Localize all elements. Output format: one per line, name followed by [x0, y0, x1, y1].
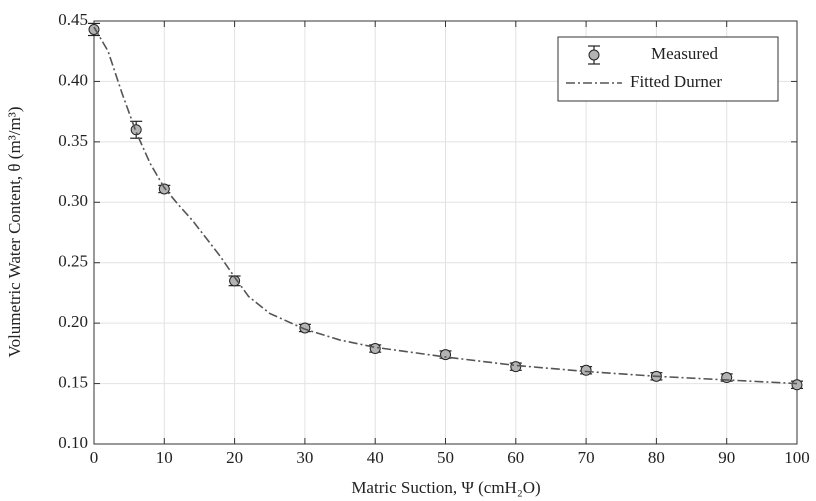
y-tick-label: 0.25: [58, 252, 88, 271]
data-point: [791, 379, 803, 391]
y-tick-label: 0.40: [58, 70, 88, 89]
x-tick-label: 10: [156, 448, 173, 467]
x-tick-label: 50: [437, 448, 454, 467]
y-tick-label: 0.30: [58, 191, 88, 210]
plot-frame: [93, 20, 798, 445]
data-point: [580, 364, 592, 376]
x-tick-label: 60: [507, 448, 524, 467]
y-tick-label: 0.10: [58, 433, 88, 452]
x-tick-label: 80: [648, 448, 665, 467]
data-point: [510, 361, 522, 373]
x-tick-label: 20: [226, 448, 243, 467]
x-tick-label: 100: [784, 448, 810, 467]
y-tick-label: 0.35: [58, 131, 88, 150]
x-tick-label: 90: [718, 448, 735, 467]
fitted-line: [93, 26, 798, 385]
legend-label: Measured: [651, 44, 719, 63]
x-tick-label: 40: [367, 448, 384, 467]
x-tick-label: 30: [296, 448, 313, 467]
y-tick-label: 0.45: [58, 10, 88, 29]
data-point: [721, 372, 733, 384]
y-tick-label: 0.20: [58, 312, 88, 331]
x-tick-label: 70: [578, 448, 595, 467]
legend-marker: [588, 49, 600, 61]
legend-box: [557, 36, 779, 102]
x-axis-label: Matric Suction, Ψ (cmH₂O): [351, 478, 540, 497]
y-tick-label: 0.15: [58, 372, 88, 391]
y-axis-label: Volumetric Water Content, θ (m³/m³): [5, 107, 24, 358]
x-tick-label: 0: [90, 448, 99, 467]
legend-label: Fitted Durner: [630, 72, 722, 91]
data-point: [229, 275, 241, 287]
data-point: [440, 349, 451, 361]
